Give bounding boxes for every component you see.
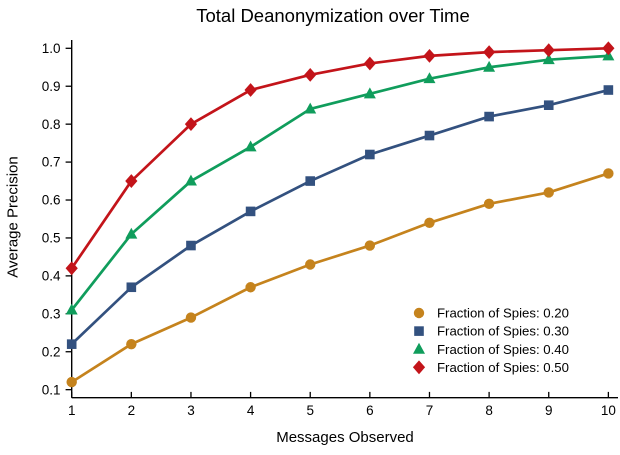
series-marker-0 <box>245 282 256 293</box>
series-marker-3 <box>125 174 138 188</box>
series-marker-1 <box>245 206 256 217</box>
series-marker-3 <box>304 67 317 82</box>
y-tick-label: 0.1 <box>42 382 61 397</box>
series-marker-0 <box>305 259 316 270</box>
x-tick-label: 8 <box>485 403 493 418</box>
series-marker-1 <box>484 111 494 122</box>
x-tick-label: 1 <box>68 403 76 418</box>
x-tick-label: 3 <box>187 403 195 418</box>
y-axis-label: Average Precision <box>4 156 22 278</box>
y-tick-label: 0.5 <box>42 231 61 246</box>
series-line-2 <box>70 54 610 312</box>
series-marker-2 <box>184 174 197 186</box>
series-marker-3 <box>65 261 78 276</box>
x-tick-label: 10 <box>601 403 616 418</box>
series-marker-2 <box>125 227 138 239</box>
legend-label-3: Fraction of Spies: 0.50 <box>437 360 569 375</box>
series-marker-2 <box>423 72 436 84</box>
series-marker-0 <box>424 217 435 228</box>
series-marker-2 <box>363 87 376 99</box>
series-marker-3 <box>184 117 198 132</box>
series-marker-2 <box>65 303 78 315</box>
series-marker-3 <box>483 45 496 59</box>
y-tick-label: 1.0 <box>42 41 61 56</box>
legend-marker-3 <box>412 360 426 375</box>
series-line-1 <box>70 88 610 346</box>
series-line-0 <box>70 172 610 384</box>
x-tick-label: 9 <box>545 403 553 418</box>
x-tick-label: 6 <box>366 403 374 418</box>
series-marker-0 <box>185 312 197 323</box>
series-marker-2 <box>483 60 496 72</box>
series-line-3 <box>70 46 610 270</box>
series-marker-1 <box>305 176 316 186</box>
y-tick-label: 0.4 <box>42 268 61 283</box>
series-marker-0 <box>603 168 614 179</box>
series-marker-1 <box>126 282 137 293</box>
series-marker-1 <box>365 149 375 160</box>
x-tick-label: 2 <box>128 403 136 418</box>
legend-marker-0 <box>413 307 425 319</box>
y-tick-label: 0.2 <box>42 344 61 359</box>
x-tick-label: 7 <box>426 403 434 418</box>
y-tick-label: 0.9 <box>42 79 61 94</box>
series-marker-0 <box>66 376 77 388</box>
series-marker-3 <box>363 56 376 71</box>
series-marker-2 <box>542 53 555 65</box>
chart-title: Total Deanonymization over Time <box>196 5 470 26</box>
legend-label-0: Fraction of Spies: 0.20 <box>437 306 569 321</box>
series-marker-0 <box>364 240 376 251</box>
y-tick-label: 0.3 <box>42 306 61 321</box>
series-marker-2 <box>244 140 257 152</box>
series-marker-1 <box>603 85 614 95</box>
series-marker-3 <box>542 43 555 58</box>
series-marker-2 <box>304 102 317 114</box>
legend-label-2: Fraction of Spies: 0.40 <box>437 342 569 357</box>
legend-marker-2 <box>413 342 425 354</box>
y-tick-label: 0.7 <box>42 155 61 170</box>
series-marker-1 <box>186 240 196 251</box>
x-tick-label: 4 <box>247 403 255 418</box>
series-marker-3 <box>602 41 615 56</box>
series-marker-1 <box>543 100 554 110</box>
y-tick-label: 0.6 <box>42 193 61 208</box>
legend-marker-1 <box>414 326 424 336</box>
x-tick-label: 5 <box>306 403 314 418</box>
series-marker-3 <box>423 48 436 63</box>
y-tick-label: 0.8 <box>42 117 61 132</box>
series-marker-1 <box>66 339 77 349</box>
series-marker-1 <box>424 130 435 141</box>
series-marker-3 <box>244 83 257 97</box>
x-axis-label: Messages Observed <box>276 429 414 446</box>
series-marker-0 <box>543 187 554 198</box>
series-marker-0 <box>126 338 137 350</box>
series-marker-0 <box>483 198 495 210</box>
legend-label-1: Fraction of Spies: 0.30 <box>437 324 569 339</box>
